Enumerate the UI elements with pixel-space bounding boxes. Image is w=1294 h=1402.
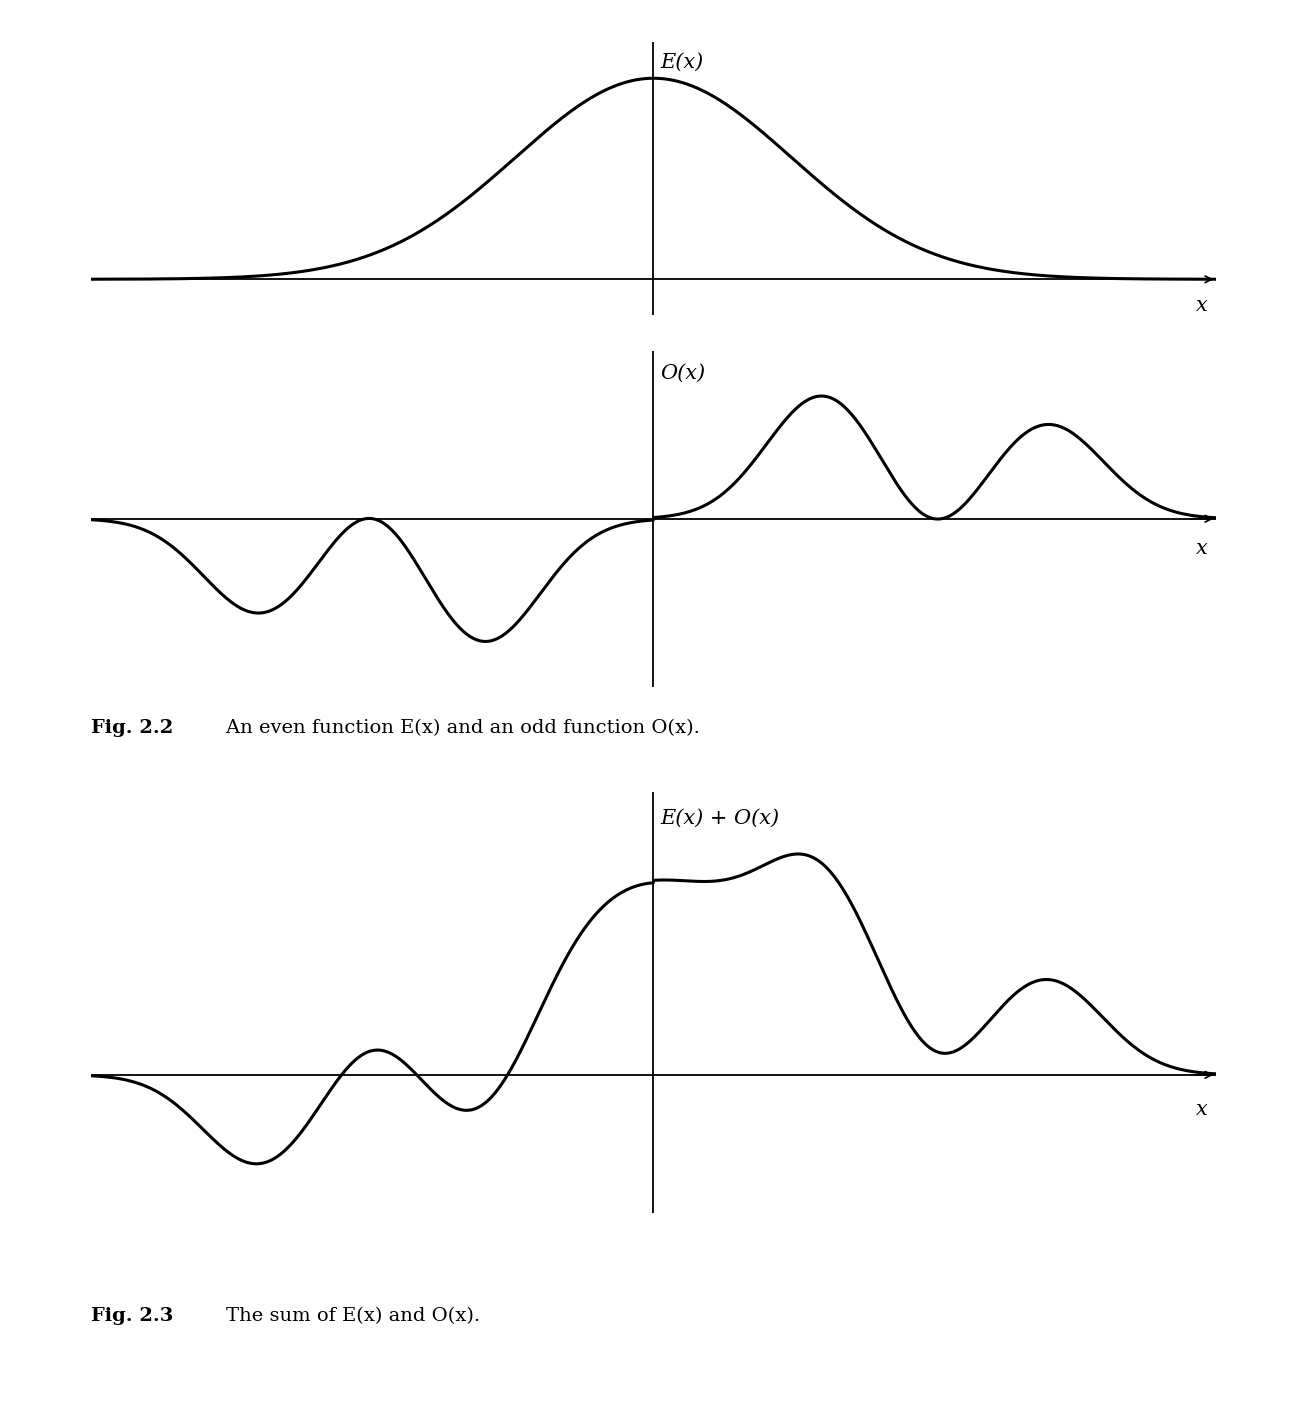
Text: E(x): E(x) xyxy=(660,53,704,72)
Text: O(x): O(x) xyxy=(660,365,705,383)
Text: The sum of E(x) and O(x).: The sum of E(x) and O(x). xyxy=(201,1307,480,1325)
Text: x: x xyxy=(1196,538,1207,558)
Text: Fig. 2.2: Fig. 2.2 xyxy=(91,719,173,737)
Text: An even function E(x) and an odd function O(x).: An even function E(x) and an odd functio… xyxy=(201,719,700,737)
Text: x: x xyxy=(1196,296,1207,314)
Text: Fig. 2.3: Fig. 2.3 xyxy=(91,1307,173,1325)
Text: E(x) + O(x): E(x) + O(x) xyxy=(660,809,779,829)
Text: x: x xyxy=(1196,1101,1207,1119)
